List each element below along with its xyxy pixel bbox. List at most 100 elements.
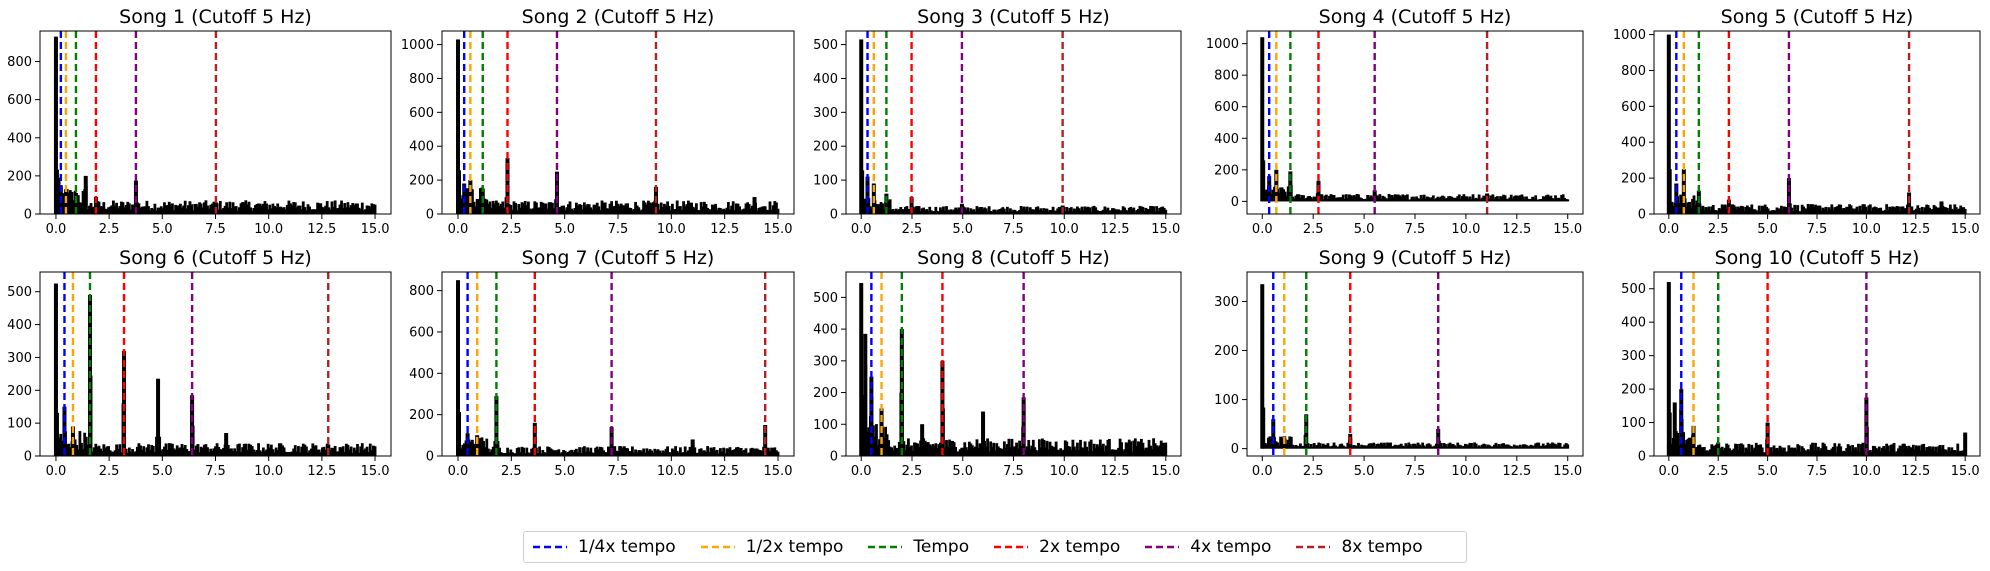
spectrum-bar — [514, 453, 517, 456]
spectrum-bar — [228, 201, 232, 214]
spectrum-bar — [1016, 448, 1020, 456]
spectrum-bar — [1462, 445, 1466, 449]
spectrum-bar — [563, 209, 567, 214]
spectrum-bar — [1467, 198, 1470, 202]
spectrum-bar — [1051, 446, 1055, 456]
spectrum-bar — [1704, 207, 1708, 214]
spectrum-bar — [62, 193, 66, 214]
spectrum-bar — [1028, 207, 1032, 214]
spectrum-bar — [1350, 196, 1354, 202]
spectrum-bar — [911, 450, 915, 456]
spectrum-bar — [207, 208, 211, 214]
spectrum-bar — [773, 447, 777, 456]
spectrum-bar — [1476, 446, 1480, 449]
spectrum-bar — [1551, 442, 1554, 449]
spectrum-bar — [1682, 432, 1686, 456]
x-tick-label: 12.5 — [1502, 222, 1531, 237]
spectrum-bar — [1479, 199, 1483, 202]
spectrum-bar — [269, 208, 273, 214]
spectrum-bar — [570, 449, 573, 456]
y-tick-label: 600 — [7, 93, 32, 108]
spectrum-bar — [485, 438, 489, 456]
spectrum-bar — [1036, 206, 1040, 214]
spectrum-bar — [1772, 445, 1776, 456]
y-tick-label: 300 — [7, 351, 32, 366]
x-tick-label: 15.0 — [1151, 222, 1180, 237]
spectrum-bar — [1285, 195, 1289, 202]
y-tick-label: 100 — [813, 418, 838, 433]
spectrum-bar — [650, 450, 653, 456]
spectrum-bar — [182, 447, 185, 456]
spectrum-bar — [175, 205, 179, 214]
spectrum-bar — [461, 444, 465, 456]
spectrum-bar — [1013, 209, 1017, 214]
spectrum-bar — [1263, 190, 1267, 202]
spectrum-bar — [1095, 444, 1099, 456]
spectrum-bar — [733, 449, 737, 456]
x-tick-label: 7.5 — [1807, 222, 1828, 237]
spectrum-bar — [1694, 205, 1697, 214]
spectrum-bar — [1041, 210, 1044, 214]
spectrum-bar — [349, 446, 353, 456]
spectrum-bar — [1814, 442, 1817, 456]
spectrum-bar — [934, 443, 938, 456]
spectrum-bar — [978, 443, 982, 456]
spectrum-bar — [1477, 194, 1481, 202]
spectrum-bar — [1820, 211, 1823, 214]
spectrum-bar — [1489, 446, 1493, 449]
spectrum-bar — [1520, 194, 1524, 202]
spectrum-bar — [1843, 451, 1847, 456]
spectrum-bar — [1871, 207, 1875, 214]
spectrum-bar — [1460, 196, 1464, 202]
spectrum-bar — [1355, 446, 1359, 449]
peak-bar — [190, 395, 195, 456]
spectrum-bar — [517, 203, 521, 214]
spectrum-bar — [1136, 208, 1140, 214]
x-tick-label: 12.5 — [1502, 464, 1531, 479]
spectrum-bar — [269, 444, 273, 456]
spectrum-bar — [319, 452, 323, 456]
spectrum-bar — [309, 209, 313, 214]
axes-frame — [845, 30, 1182, 215]
spectrum-bar — [1474, 197, 1478, 202]
spectrum-bar — [196, 206, 200, 214]
spectrum-bar — [1728, 448, 1731, 456]
spectrum-bar — [715, 449, 719, 456]
spectrum-bar — [1735, 444, 1739, 456]
spectrum-bar — [1412, 196, 1415, 202]
spectrum-bar — [1477, 445, 1481, 449]
spectrum-bar — [316, 202, 320, 214]
x-tick-label: 15.0 — [361, 222, 390, 237]
spectrum-bar — [624, 203, 628, 214]
spectrum-bar — [1100, 445, 1104, 456]
spectrum-bar — [1957, 451, 1961, 456]
spectrum-bar — [276, 450, 280, 456]
spectrum-bar — [1001, 207, 1005, 214]
spectrum-bar — [690, 202, 693, 214]
spectrum-bar — [1086, 450, 1090, 456]
spectrum-bar — [177, 448, 181, 456]
spectrum-bar — [1320, 194, 1324, 202]
spectrum-bar — [99, 206, 103, 214]
spectrum-bar — [1352, 195, 1356, 202]
spectrum-bar — [672, 449, 676, 456]
spectrum-bar — [1883, 448, 1887, 456]
spectrum-bar — [186, 450, 190, 456]
spectrum-bar — [1153, 211, 1157, 214]
spectrum-bar — [605, 208, 609, 214]
spectrum-bar — [1811, 204, 1814, 214]
spectrum-bar — [1033, 210, 1037, 214]
spectrum-bar — [233, 448, 237, 456]
spectrum-bar — [338, 204, 342, 214]
x-tick-label: 12.5 — [1101, 222, 1130, 237]
subplot-7: 0.0 2.5 5.0 7.5 10.0 12.5 15.00200400600800Son… — [409, 247, 795, 479]
spectrum-bar — [945, 440, 948, 456]
spectrum-bar — [1015, 211, 1018, 214]
spectrum-bar — [890, 447, 894, 456]
spectrum-bar — [932, 211, 936, 214]
spectrum-bar — [954, 207, 958, 214]
spectrum-bar — [1454, 197, 1458, 202]
spectrum-bar — [1027, 211, 1031, 214]
spectrum-bar — [511, 209, 514, 214]
spectrum-bar — [658, 209, 661, 214]
